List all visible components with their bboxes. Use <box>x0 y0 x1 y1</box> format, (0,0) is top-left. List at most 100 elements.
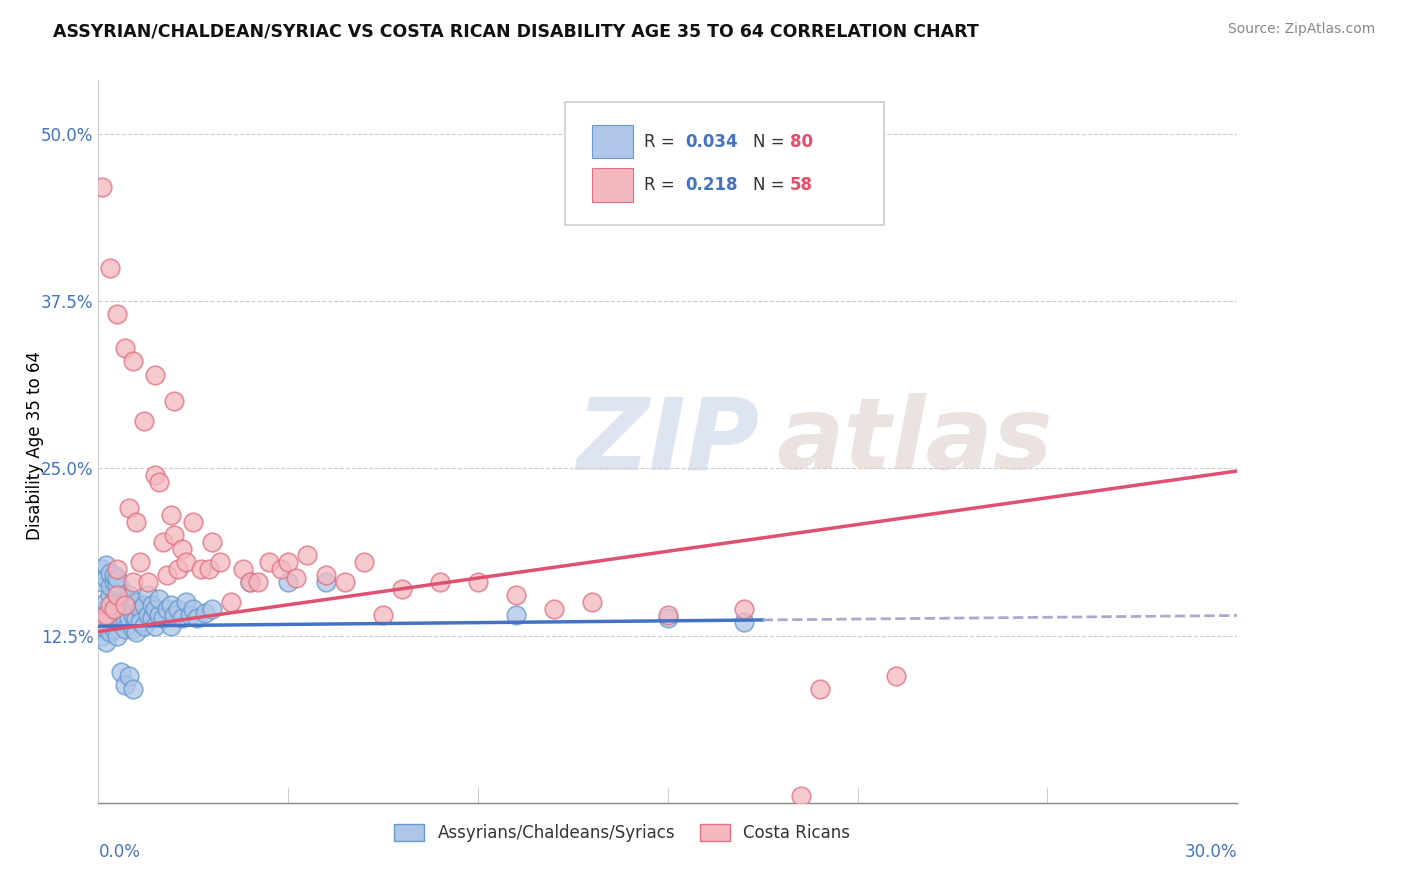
Point <box>136 608 159 623</box>
Point <box>163 608 186 623</box>
Point <box>246 575 269 590</box>
Point <box>98 579 121 593</box>
Text: 30.0%: 30.0% <box>1185 843 1237 861</box>
Text: R =: R = <box>644 176 681 194</box>
Point <box>884 669 907 683</box>
Text: 0.034: 0.034 <box>685 133 738 151</box>
Point <box>94 608 117 623</box>
Point <box>94 558 117 572</box>
Point <box>129 602 152 616</box>
Point <box>733 602 755 616</box>
Point <box>125 611 148 625</box>
Point <box>118 611 141 625</box>
Point <box>118 589 141 603</box>
Text: ZIP: ZIP <box>576 393 759 490</box>
Point <box>239 575 262 590</box>
Point <box>125 515 148 529</box>
Text: N =: N = <box>754 133 785 151</box>
Point <box>132 619 155 633</box>
Point <box>107 562 129 576</box>
Point <box>145 619 167 633</box>
Text: Source: ZipAtlas.com: Source: ZipAtlas.com <box>1227 22 1375 37</box>
Text: Disability Age 35 to 64: Disability Age 35 to 64 <box>27 351 44 541</box>
Point <box>121 681 143 696</box>
Point <box>132 598 155 612</box>
Point <box>103 606 125 620</box>
Point <box>129 555 152 569</box>
Point <box>808 681 831 696</box>
Point <box>114 615 136 630</box>
Point <box>790 789 813 804</box>
Point <box>277 575 299 590</box>
Text: 0.0%: 0.0% <box>98 843 141 861</box>
Point <box>121 598 143 612</box>
Point <box>201 534 224 549</box>
Point <box>103 584 125 599</box>
Point <box>152 611 174 625</box>
Point <box>197 562 219 576</box>
Point <box>110 611 132 625</box>
Point <box>94 595 117 609</box>
Point <box>98 589 121 603</box>
Point <box>277 555 299 569</box>
Point <box>91 180 114 194</box>
Point <box>148 592 170 607</box>
Point <box>107 598 129 612</box>
Point <box>163 394 186 409</box>
Point <box>174 555 197 569</box>
Point <box>335 575 357 590</box>
Point <box>505 608 527 623</box>
Point <box>118 501 141 516</box>
Point <box>167 562 190 576</box>
Point <box>371 608 394 623</box>
Point <box>91 622 114 636</box>
Point <box>174 595 197 609</box>
Point <box>118 669 141 683</box>
Point <box>91 575 114 590</box>
Point <box>103 575 125 590</box>
Point <box>114 598 136 612</box>
Point <box>121 622 143 636</box>
Text: ASSYRIAN/CHALDEAN/SYRIAC VS COSTA RICAN DISABILITY AGE 35 TO 64 CORRELATION CHAR: ASSYRIAN/CHALDEAN/SYRIAC VS COSTA RICAN … <box>53 22 979 40</box>
Point <box>114 341 136 355</box>
Point <box>170 611 193 625</box>
Point <box>148 475 170 489</box>
Point <box>98 608 121 623</box>
Point <box>145 467 167 482</box>
Point <box>505 589 527 603</box>
Point <box>194 606 217 620</box>
Point <box>98 566 121 580</box>
Point <box>118 602 141 616</box>
Point <box>98 624 121 639</box>
Point <box>315 568 337 582</box>
Point <box>190 562 212 576</box>
Point <box>91 615 114 630</box>
Point <box>429 575 451 590</box>
Point <box>136 589 159 603</box>
Text: atlas: atlas <box>776 393 1053 490</box>
Point <box>94 602 117 616</box>
Point <box>270 562 292 576</box>
Point <box>121 608 143 623</box>
Text: N =: N = <box>754 176 785 194</box>
Point <box>103 602 125 616</box>
Point <box>107 589 129 603</box>
Point <box>141 598 163 612</box>
Point <box>91 615 114 630</box>
Point <box>114 622 136 636</box>
Point <box>125 624 148 639</box>
Point <box>107 589 129 603</box>
Point <box>221 595 243 609</box>
Point <box>581 595 603 609</box>
Point <box>121 575 143 590</box>
FancyBboxPatch shape <box>592 125 633 158</box>
Point <box>141 611 163 625</box>
FancyBboxPatch shape <box>565 102 884 225</box>
Point <box>114 598 136 612</box>
Point <box>121 354 143 368</box>
Point <box>107 578 129 592</box>
Point <box>107 571 129 585</box>
Point <box>208 555 231 569</box>
Point <box>103 568 125 582</box>
Point <box>163 528 186 542</box>
